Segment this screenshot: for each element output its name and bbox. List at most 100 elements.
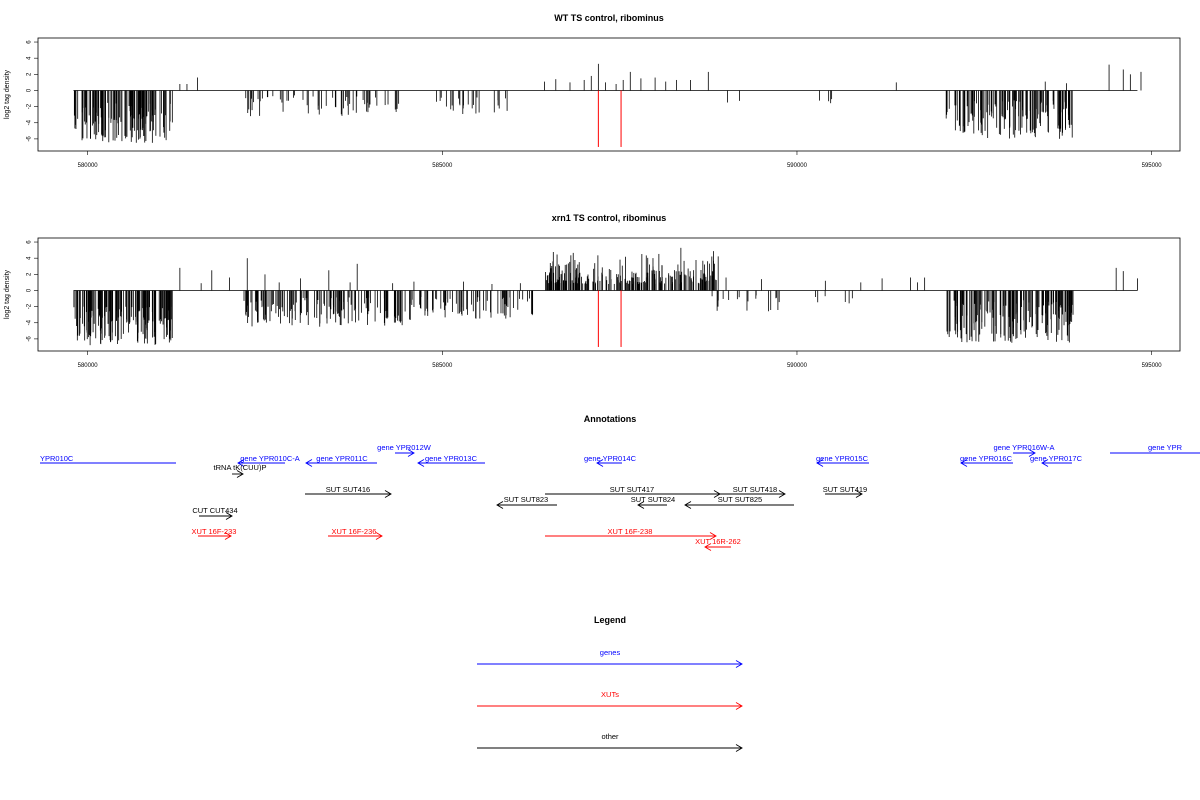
legend-label: XUTs	[601, 690, 619, 699]
plot-frame	[37, 37, 1181, 152]
feature-gene	[1041, 459, 1072, 467]
y-tick-label: -6	[27, 336, 33, 342]
arrow-head	[684, 501, 692, 509]
legend-arrow-gene	[477, 660, 743, 668]
legend-panel: Legend genes XUTs other	[477, 615, 743, 752]
feature-label: gene YPR012W	[377, 443, 432, 452]
arrow-head	[496, 501, 504, 509]
arrow-head	[735, 702, 743, 710]
arrow-head	[596, 459, 604, 467]
arrow-head	[384, 490, 392, 498]
feature-label: XUT 16F-238	[608, 527, 653, 536]
feature-other	[199, 512, 233, 520]
y-tick-label: -2	[27, 103, 33, 109]
feature-label: gene YPR	[1148, 443, 1183, 452]
panel-title: WT TS control, ribominus	[554, 13, 664, 23]
feature-gene	[1013, 449, 1036, 457]
feature-gene	[417, 459, 485, 467]
y-tick-label: 4	[27, 56, 33, 60]
feature-label: gene YPR017C	[1030, 454, 1083, 463]
arrow-head	[407, 449, 415, 457]
feature-label: XUT 16R-262	[695, 537, 741, 546]
feature-label: SUT SUT825	[718, 495, 762, 504]
y-tick-label: -6	[27, 136, 33, 142]
y-tick-label: 2	[27, 72, 33, 76]
feature-label: XUT 16F-236	[332, 527, 377, 536]
arrow-head	[1028, 449, 1036, 457]
feature-label: SUT SUT417	[610, 485, 654, 494]
legend-arrow-xut	[477, 702, 743, 710]
legend-arrow-other	[477, 744, 743, 752]
feature-label: gene YPR014C	[584, 454, 637, 463]
y-tick-label: 2	[27, 272, 33, 276]
feature-other	[684, 501, 794, 509]
feature-xut	[328, 532, 383, 540]
arrow-head	[855, 490, 863, 498]
arrow-head	[816, 459, 824, 467]
feature-xut	[198, 532, 232, 540]
y-tick-label: 0	[27, 288, 33, 292]
feature-other	[232, 470, 244, 478]
y-tick-label: -4	[27, 119, 33, 125]
y-tick-label: 6	[27, 40, 33, 44]
arrow-head	[375, 532, 383, 540]
x-tick-label: 595000	[1142, 163, 1163, 169]
feature-gene	[816, 459, 869, 467]
feature-gene	[596, 459, 622, 467]
feature-label: SUT SUT419	[823, 485, 867, 494]
feature-gene	[305, 459, 377, 467]
xrn1-track-panel: xrn1 TS control, ribominus -6 -4 -2 0 2 4 6 log2…	[4, 213, 1181, 369]
arrow-head	[735, 744, 743, 752]
plot-frame	[37, 237, 1181, 352]
arrow-head	[224, 532, 232, 540]
feature-other	[825, 490, 863, 498]
legend-label: genes	[600, 648, 621, 657]
x-tick-label: 585000	[432, 163, 453, 169]
x-tick-label: 580000	[78, 363, 99, 369]
feature-label: SUT SUT416	[326, 485, 370, 494]
feature-xut	[545, 532, 717, 540]
feature-label: SUT SUT823	[504, 495, 548, 504]
x-tick-label: 590000	[787, 363, 808, 369]
feature-label: gene YPR013C	[425, 454, 478, 463]
arrow-head	[704, 543, 712, 551]
feature-label: tRNA tK(CUU)P	[214, 463, 267, 472]
panel-title: xrn1 TS control, ribominus	[552, 213, 667, 223]
arrow-head	[709, 532, 717, 540]
arrow-head	[1041, 459, 1049, 467]
x-tick-label: 580000	[78, 163, 99, 169]
feature-label: gene YPR010C-A	[240, 454, 299, 463]
y-tick-label: 4	[27, 256, 33, 260]
arrow-head	[960, 459, 968, 467]
legend-label: other	[601, 732, 619, 741]
feature-other	[709, 490, 786, 498]
feature-label: SUT SUT824	[631, 495, 675, 504]
arrow-head	[237, 459, 245, 467]
arrow-head	[225, 512, 233, 520]
wt-track-panel: WT TS control, ribominus -6 -4 -2 0 2 4 6 log2 t…	[4, 13, 1181, 169]
feature-label: gene YPR016C	[960, 454, 1013, 463]
feature-other	[496, 501, 557, 509]
feature-label: SUT SUT418	[733, 485, 777, 494]
feature-label: gene YPR011C	[316, 454, 368, 463]
feature-gene	[960, 459, 1013, 467]
x-tick-label: 595000	[1142, 363, 1163, 369]
arrow-head	[735, 660, 743, 668]
feature-xut	[704, 543, 731, 551]
y-axis-label: log2 tag density	[4, 69, 11, 119]
arrow-head	[417, 459, 425, 467]
feature-gene	[395, 449, 415, 457]
bars	[73, 63, 1142, 143]
feature-label: gene YPR015C	[816, 454, 869, 463]
y-tick-label: 0	[27, 88, 33, 92]
feature-label: XUT 16F-233	[192, 527, 237, 536]
arrow-head	[305, 459, 313, 467]
y-tick-label: 6	[27, 240, 33, 244]
arrow-head	[637, 501, 645, 509]
feature-label: gene YPR016W-A	[993, 443, 1054, 452]
feature-other	[637, 501, 667, 509]
arrow-head	[236, 470, 244, 478]
feature-label: YPR010C	[40, 454, 74, 463]
